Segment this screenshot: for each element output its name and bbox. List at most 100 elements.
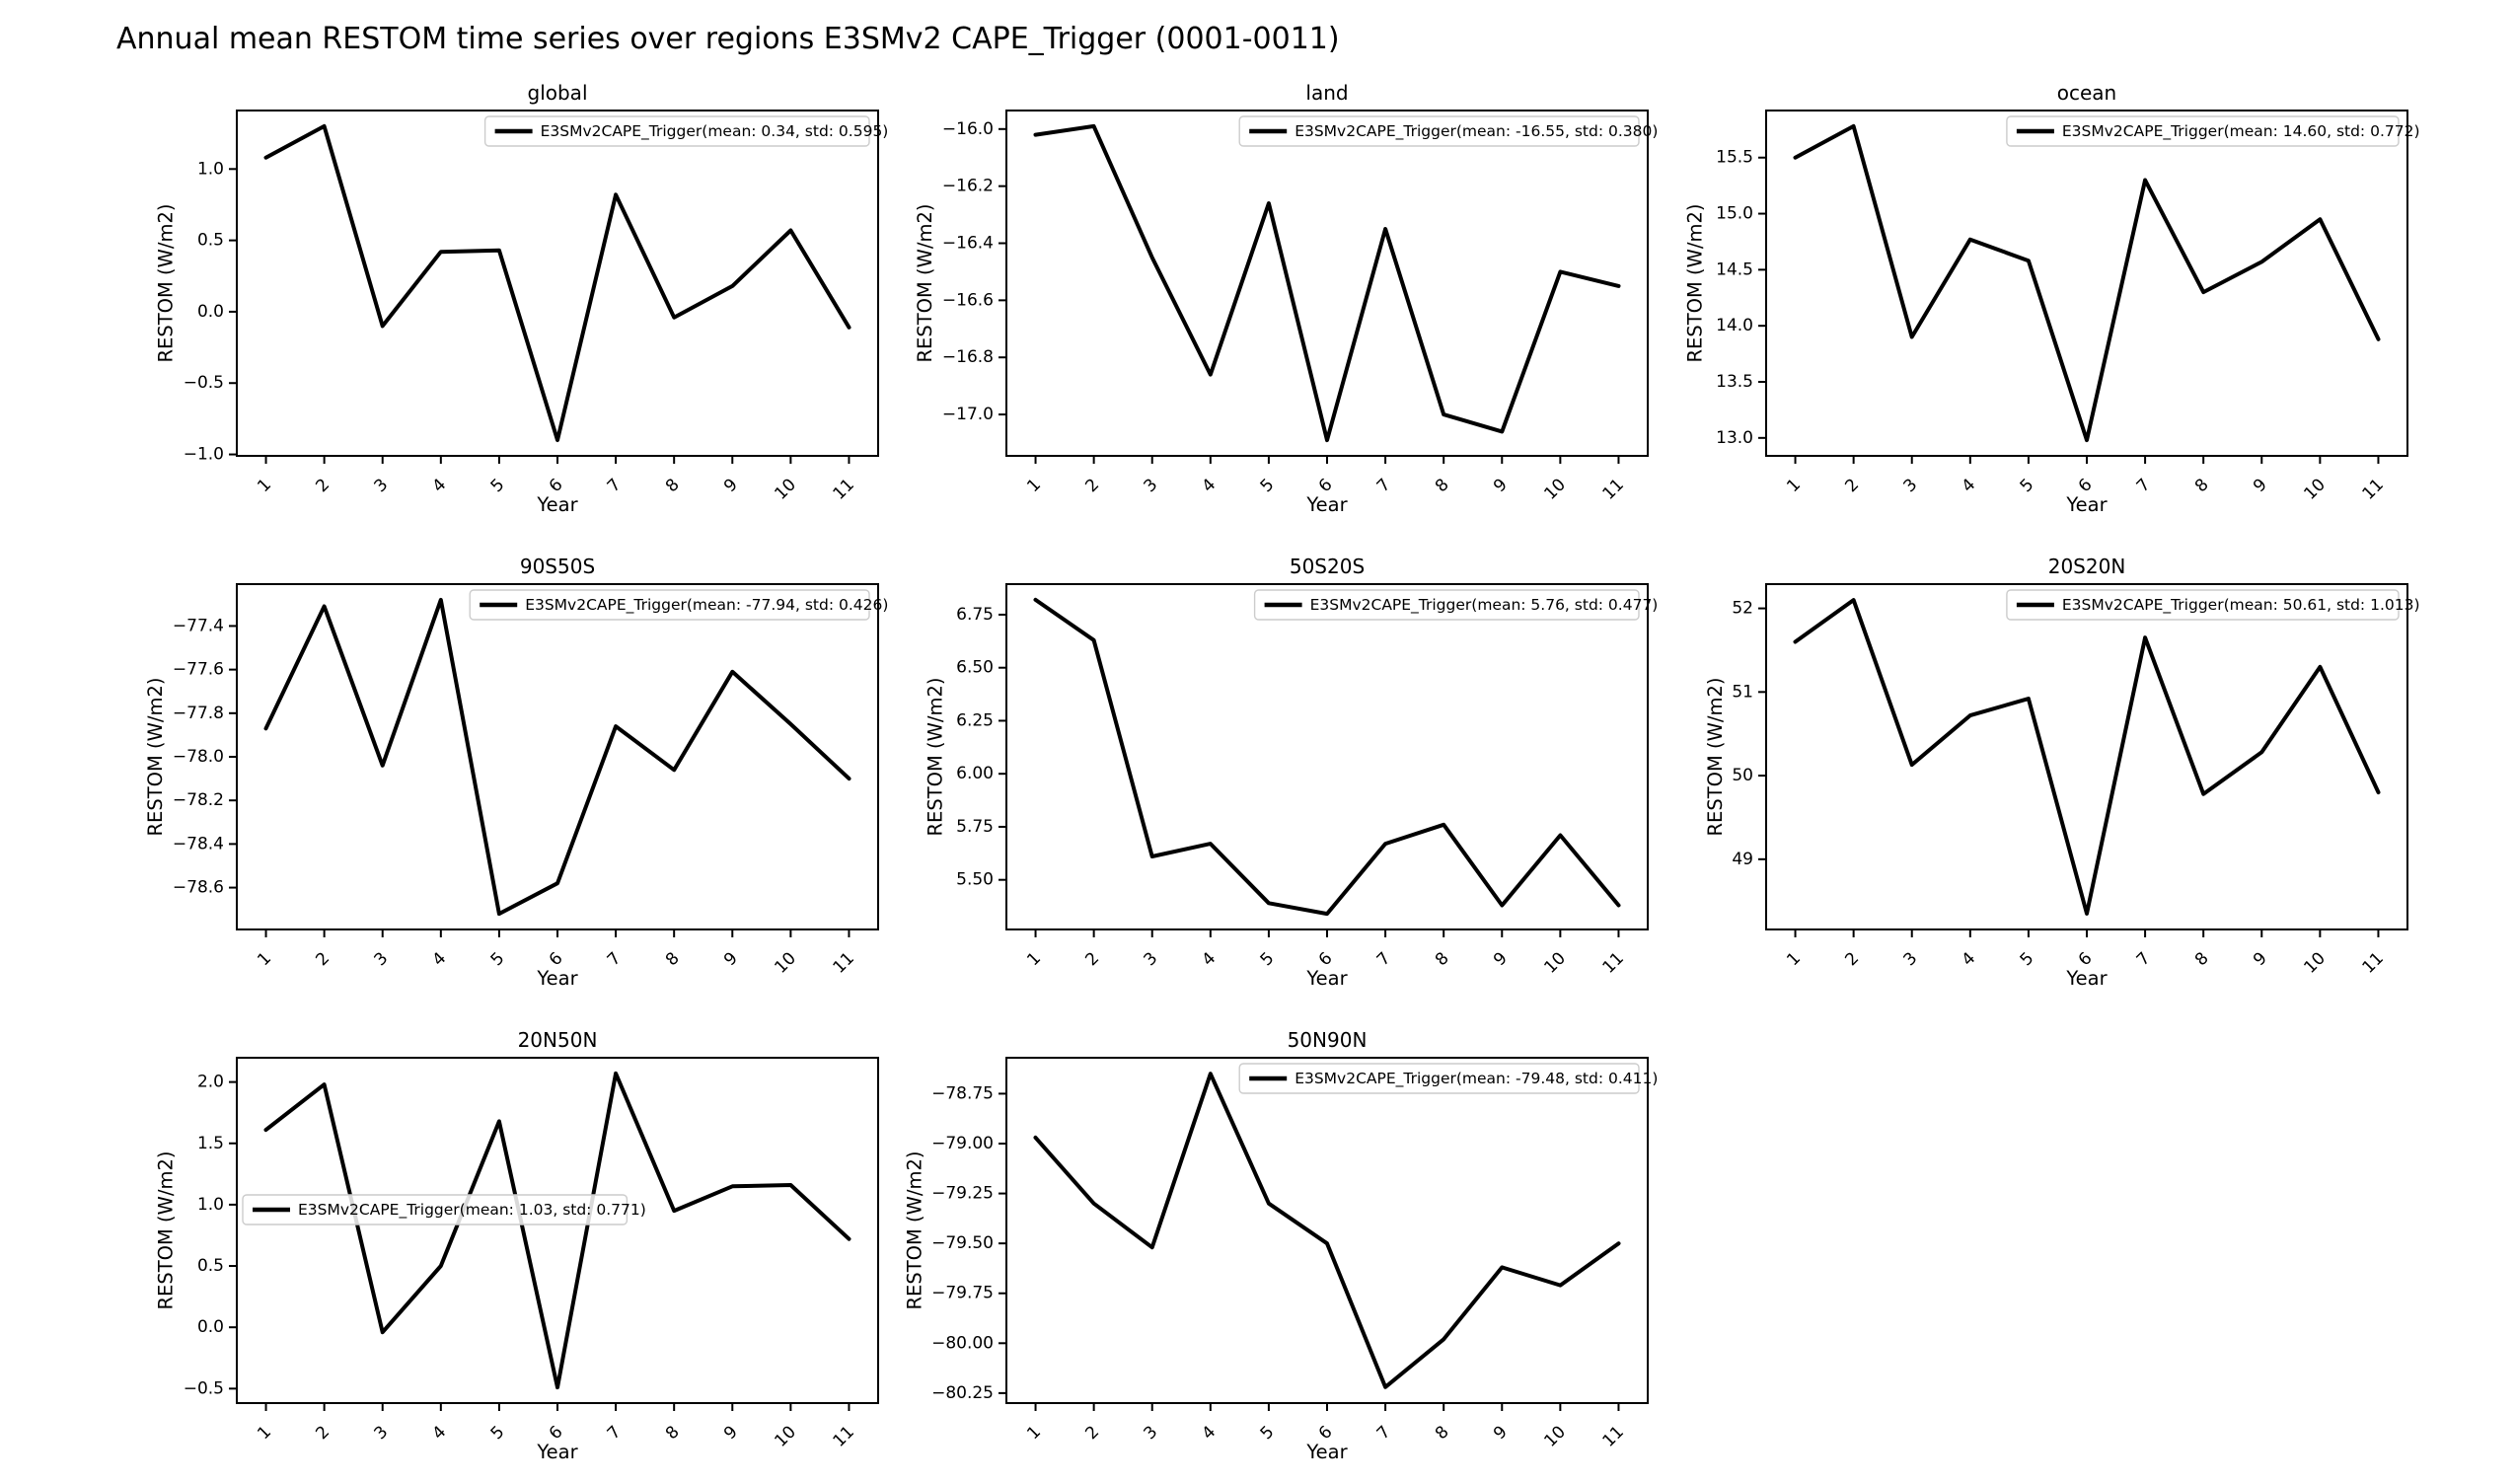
x-tick-label: 5	[2017, 948, 2038, 970]
series-line	[1793, 598, 2381, 916]
x-tick-label: 10	[771, 475, 799, 503]
x-tick-label: 4	[1199, 948, 1221, 970]
x-tick-label: 11	[2359, 948, 2388, 977]
series-line	[263, 597, 851, 917]
x-tick-label: 11	[830, 475, 858, 503]
y-tick-label: −17.0	[942, 405, 994, 424]
x-tick-label: 3	[370, 1422, 392, 1444]
x-tick-label: 3	[1140, 1422, 1161, 1444]
y-axis-label: RESTOM (W/m2)	[144, 678, 167, 837]
axes-frame	[1005, 583, 1649, 930]
y-tick-label: 51	[1732, 682, 1753, 702]
y-tick-label: 52	[1732, 599, 1753, 619]
x-tick-label: 1	[1023, 475, 1045, 496]
legend-box	[242, 1194, 629, 1225]
legend-box	[483, 115, 870, 147]
legend: E3SMv2CAPE_Trigger(mean: 50.61, std: 1.0…	[2006, 589, 2420, 621]
series-line	[263, 1071, 851, 1390]
axes-frame	[1765, 583, 2408, 930]
axes-frame	[236, 110, 879, 457]
y-tick-label: −78.4	[173, 834, 224, 853]
x-tick-label: 5	[487, 1422, 509, 1444]
x-tick-label: 2	[312, 948, 333, 970]
y-tick-label: 2.0	[197, 1073, 224, 1092]
x-tick-label: 4	[1199, 475, 1221, 496]
y-tick-label: −79.75	[931, 1284, 994, 1303]
legend-label: E3SMv2CAPE_Trigger(mean: 0.34, std: 0.59…	[541, 122, 889, 141]
y-tick-label: 50	[1732, 766, 1753, 785]
x-tick-label: 3	[1140, 475, 1161, 496]
x-tick-label: 11	[830, 948, 858, 977]
y-axis-label: RESTOM (W/m2)	[1704, 678, 1727, 837]
x-tick-label: 4	[429, 1422, 451, 1444]
series-line	[1033, 1072, 1621, 1389]
y-tick-label: −16.2	[942, 177, 994, 196]
y-tick-label: 0.0	[197, 1317, 224, 1337]
x-tick-label: 11	[1599, 475, 1628, 503]
x-tick-label: 8	[662, 475, 684, 496]
x-tick-label: 7	[604, 1422, 626, 1444]
y-tick-label: 1.0	[197, 159, 224, 179]
x-tick-label: 11	[830, 1422, 858, 1450]
x-tick-label: 11	[2359, 475, 2388, 503]
y-tick-label: −0.5	[184, 373, 224, 393]
x-axis-label: Year	[536, 493, 578, 516]
subplot-title: global	[528, 81, 588, 105]
legend: E3SMv2CAPE_Trigger(mean: -77.94, std: 0.…	[469, 589, 888, 621]
x-tick-label: 10	[2300, 948, 2329, 977]
x-tick-label: 10	[771, 948, 799, 977]
x-axis-label: Year	[1305, 493, 1348, 516]
x-tick-label: 3	[1899, 475, 1921, 496]
y-axis-label: RESTOM (W/m2)	[914, 204, 936, 363]
subplot-land: land−16.0−16.2−16.4−16.6−16.8−17.01 2 3 4 5 6…	[914, 81, 1658, 516]
x-tick-label: 4	[429, 948, 451, 970]
y-tick-label: −80.00	[931, 1333, 994, 1353]
legend-box	[2006, 115, 2400, 147]
x-tick-label: 1	[254, 1422, 275, 1444]
x-tick-label: 2	[1841, 475, 1863, 496]
x-tick-label: 3	[370, 475, 392, 496]
x-tick-label: 4	[1199, 1422, 1221, 1444]
x-tick-label: 1	[254, 948, 275, 970]
y-tick-label: 13.5	[1716, 372, 1753, 392]
legend: E3SMv2CAPE_Trigger(mean: 1.03, std: 0.77…	[242, 1194, 646, 1225]
x-tick-label: 2	[1081, 1422, 1103, 1444]
y-tick-label: −77.8	[173, 704, 224, 723]
axes-frame	[1765, 110, 2408, 457]
y-tick-label: 0.0	[197, 302, 224, 322]
subplot-title: ocean	[2057, 81, 2116, 105]
x-tick-label: 5	[1257, 475, 1279, 496]
y-axis-label: RESTOM (W/m2)	[154, 1151, 177, 1310]
x-tick-label: 9	[720, 948, 742, 970]
y-tick-label: −77.6	[173, 660, 224, 680]
y-tick-label: 6.00	[956, 764, 994, 783]
x-tick-label: 10	[1540, 948, 1569, 977]
y-tick-label: −16.6	[942, 290, 994, 310]
y-axis-label: RESTOM (W/m2)	[924, 678, 946, 837]
x-tick-label: 8	[1432, 948, 1453, 970]
y-tick-label: −79.25	[931, 1184, 994, 1204]
x-tick-label: 8	[1432, 1422, 1453, 1444]
y-tick-label: −78.75	[931, 1083, 994, 1103]
series-line	[1793, 123, 2381, 443]
y-tick-label: 5.75	[956, 817, 994, 837]
x-tick-label: 9	[720, 475, 742, 496]
y-axis-label: RESTOM (W/m2)	[154, 204, 177, 363]
y-tick-label: −16.4	[942, 234, 994, 254]
y-tick-label: 1.0	[197, 1195, 224, 1215]
series-line	[1033, 597, 1621, 917]
x-tick-label: 9	[720, 1422, 742, 1444]
y-tick-label: −78.6	[173, 878, 224, 898]
x-tick-label: 8	[662, 1422, 684, 1444]
y-tick-label: −80.25	[931, 1383, 994, 1403]
x-tick-label: 9	[1490, 948, 1512, 970]
legend-box	[469, 589, 870, 621]
x-tick-label: 9	[1490, 475, 1512, 496]
legend-box	[2006, 589, 2400, 621]
y-tick-label: 0.5	[197, 231, 224, 251]
legend-box	[1238, 1063, 1640, 1094]
